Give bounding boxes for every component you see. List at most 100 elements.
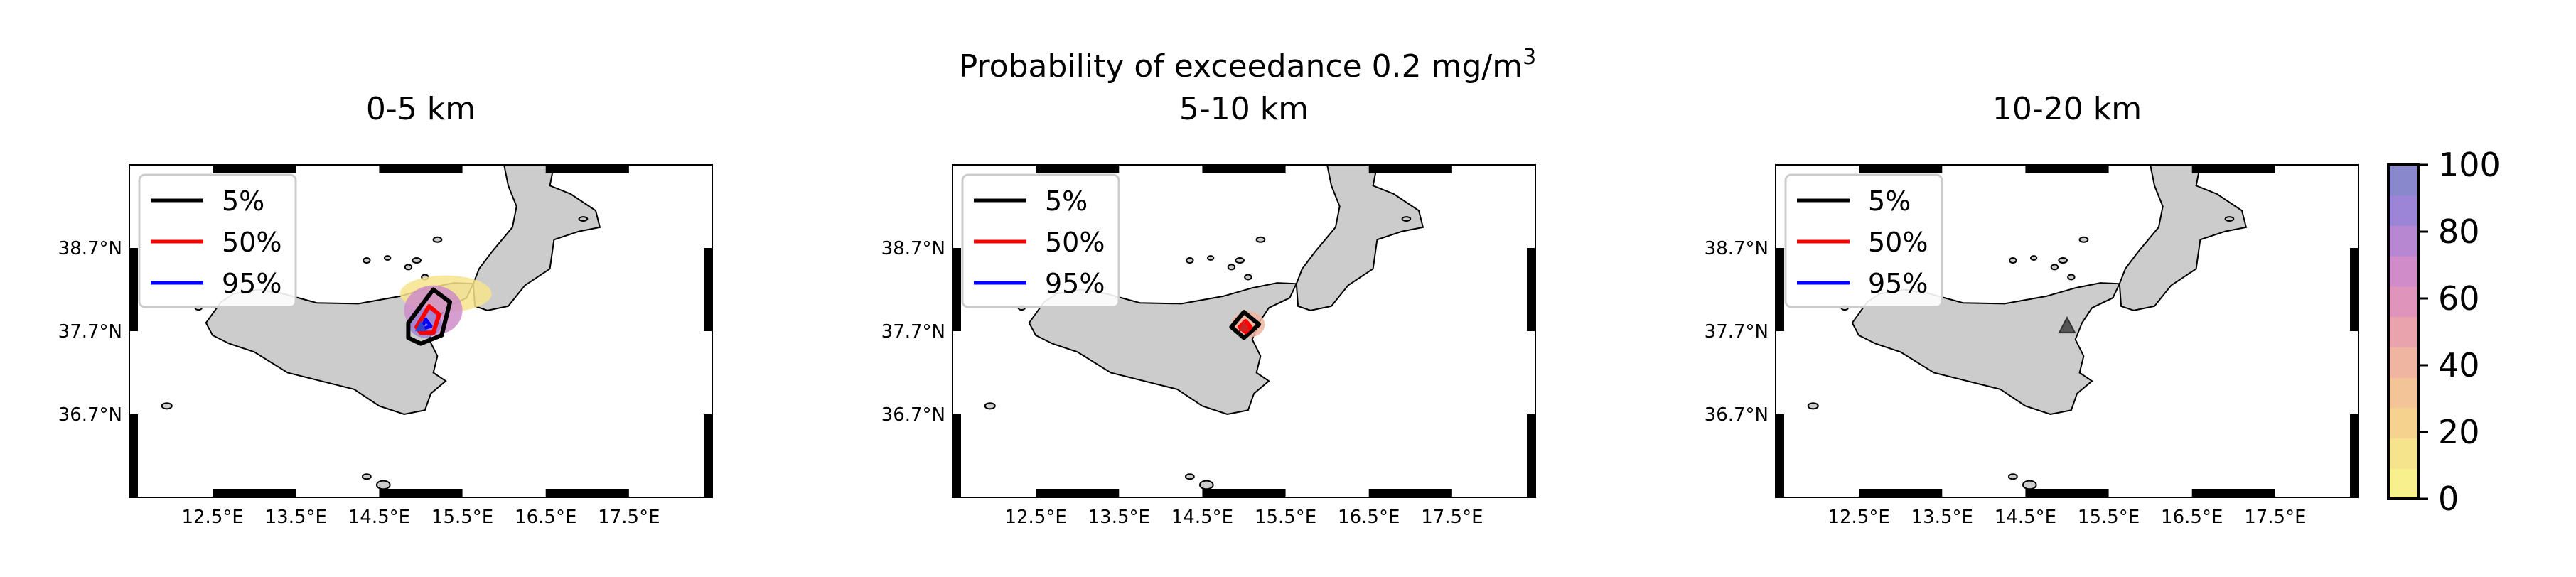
island	[1244, 274, 1252, 281]
legend-label: 50%	[222, 227, 281, 258]
frame-bar	[1368, 165, 1452, 173]
colorbar-band	[2388, 165, 2418, 196]
island	[1255, 236, 1266, 243]
frame-bar	[2350, 248, 2358, 331]
map-panel-1: 0-5 km 12.5°E 13.5°E 14.5°E 15.5°E 16.5°E 17.5…	[58, 91, 713, 528]
frame-bar	[2025, 165, 2109, 173]
x-tick-label: 12.5°E	[181, 507, 243, 528]
x-tick-label: 14.5°E	[1171, 507, 1233, 528]
colorbar-frame	[2387, 163, 2420, 500]
legend-label: 95%	[222, 268, 281, 299]
x-tick-label: 13.5°E	[1911, 507, 1973, 528]
y-tick-label: 36.7°N	[881, 404, 945, 426]
island	[1235, 257, 1245, 264]
island	[432, 236, 443, 243]
legend-label: 5%	[1868, 185, 1911, 217]
frame-bar	[2025, 489, 2109, 497]
frame-bar	[1859, 489, 1943, 497]
frame-bar	[952, 414, 961, 497]
colorbar-band	[2388, 286, 2418, 318]
frame-bar	[952, 248, 961, 331]
frame-bar	[129, 248, 138, 331]
frame-bar	[1202, 165, 1286, 173]
island	[1207, 255, 1215, 261]
vent-marker	[1238, 320, 1250, 332]
island	[2022, 480, 2037, 490]
x-tick-label: 16.5°E	[515, 507, 576, 528]
y-tick-label: 37.7°N	[1705, 321, 1769, 343]
x-tick-label: 14.5°E	[348, 507, 410, 528]
frame-bar	[1776, 248, 1784, 331]
x-tick-label: 17.5°E	[598, 507, 660, 528]
contour-95pct	[419, 318, 433, 332]
colorbar-tick-label: 80	[2438, 212, 2480, 251]
colorbar-band	[2388, 195, 2418, 227]
frame-bar	[545, 489, 629, 497]
legend: 5% 50% 95%	[961, 173, 1120, 308]
legend-label: 5%	[222, 185, 264, 217]
y-tick-label: 38.7°N	[881, 238, 945, 259]
frame-bar	[1776, 414, 1784, 497]
map-content	[161, 165, 601, 490]
frame-bar	[1527, 248, 1535, 331]
legend-label: 95%	[1045, 268, 1105, 299]
island	[1185, 473, 1195, 480]
frame-bar	[379, 489, 463, 497]
legend: 5% 50% 95%	[138, 173, 297, 308]
contour-50pct	[414, 303, 441, 335]
colorbar-band	[2388, 225, 2418, 257]
frame-bar	[379, 165, 463, 173]
island	[161, 402, 173, 410]
x-tick-label: 12.5°E	[1004, 507, 1066, 528]
island	[1227, 264, 1236, 271]
frame-bar	[1036, 489, 1120, 497]
frame-bar	[704, 414, 712, 497]
island	[412, 257, 422, 264]
sicily-coastline	[1851, 282, 2121, 416]
y-tick-label: 38.7°N	[58, 238, 122, 259]
y-tick-label: 36.7°N	[1705, 404, 1769, 426]
island	[578, 216, 589, 222]
x-tick-label: 15.5°E	[431, 507, 493, 528]
island	[2030, 255, 2038, 261]
y-tick-label: 36.7°N	[58, 404, 122, 426]
colorbar-band	[2388, 347, 2418, 378]
colorbar-band	[2388, 468, 2418, 500]
x-tick-label: 16.5°E	[2161, 507, 2223, 528]
map-panel-2: 5-10 km 12.5°E 13.5°E 14.5°E 15.5°E 16.5°E 17.…	[881, 91, 1536, 528]
x-tick-label: 13.5°E	[265, 507, 327, 528]
calabria-coastline	[1295, 165, 1424, 311]
map-content	[1807, 165, 2248, 490]
legend-label: 50%	[1868, 227, 1928, 258]
island	[2067, 274, 2076, 281]
frame-bar	[213, 165, 296, 173]
legend: 5% 50% 95%	[1784, 173, 1943, 308]
legend-label: 95%	[1868, 268, 1928, 299]
island	[404, 264, 413, 271]
x-tick-label: 15.5°E	[2078, 507, 2140, 528]
x-tick-label: 14.5°E	[1995, 507, 2056, 528]
frame-bar	[1859, 165, 1943, 173]
map-panel-3: 10-20 km 12.5°E 13.5°E 14.5°E 15.5°E 16.5°E 17…	[1705, 91, 2359, 528]
legend-box	[961, 173, 1120, 308]
frame-bar	[1527, 414, 1535, 497]
colorbar-tick-label: 100	[2438, 146, 2501, 184]
x-tick-label: 12.5°E	[1828, 507, 1889, 528]
frame-bar	[704, 248, 712, 331]
calabria-coastline	[472, 165, 601, 311]
colorbar-tick-label: 20	[2438, 413, 2480, 451]
vent-marker	[415, 320, 426, 332]
y-tick-label: 38.7°N	[1705, 238, 1769, 259]
legend-label: 5%	[1045, 185, 1088, 217]
frame-bar	[2191, 489, 2275, 497]
vent-marker	[2058, 316, 2076, 334]
colorbar-tick-label: 40	[2438, 346, 2480, 384]
y-tick-label: 37.7°N	[881, 321, 945, 343]
frame-bar	[129, 414, 138, 497]
island	[1807, 402, 1819, 410]
island	[2009, 257, 2017, 264]
colorbar-band	[2388, 438, 2418, 469]
legend-box	[1784, 173, 1943, 308]
colorbar-band	[2388, 256, 2418, 287]
